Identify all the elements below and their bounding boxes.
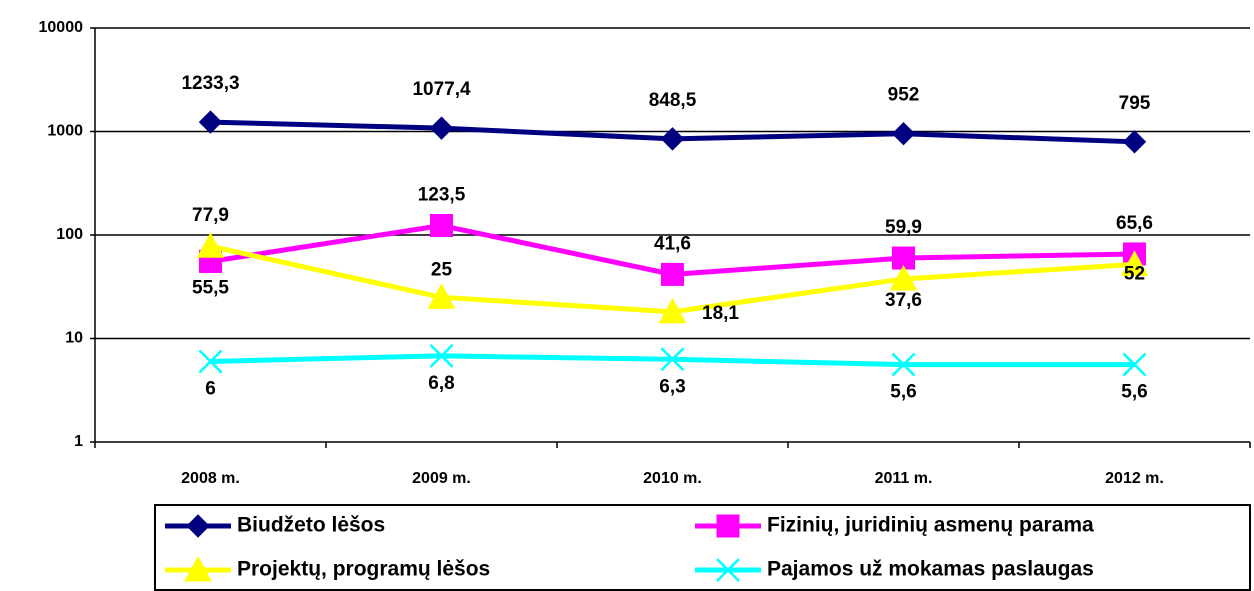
x-tick-label: 2010 m.	[643, 470, 702, 487]
data-label: 41,6	[654, 233, 691, 254]
marker	[1120, 250, 1149, 276]
marker	[661, 262, 684, 286]
marker	[196, 232, 225, 258]
marker	[198, 349, 223, 374]
legend-label: Projektų, programų lėšos	[237, 558, 490, 581]
marker	[660, 347, 685, 372]
data-label: 65,6	[1116, 213, 1153, 234]
data-label: 848,5	[649, 90, 697, 111]
marker	[891, 122, 916, 146]
marker	[891, 352, 916, 377]
marker	[658, 297, 687, 324]
data-label: 18,1	[702, 303, 739, 324]
marker	[660, 127, 685, 151]
data-label: 5,6	[1121, 382, 1147, 403]
data-label: 37,6	[885, 290, 922, 311]
y-tick-label: 100	[56, 226, 83, 243]
y-tick-label: 10000	[39, 19, 84, 36]
data-label: 59,9	[885, 217, 922, 238]
marker	[716, 514, 740, 538]
data-label: 25	[431, 259, 453, 280]
legend-label: Fizinių, juridinių asmenų parama	[767, 514, 1094, 537]
marker	[430, 214, 453, 238]
data-label: 52	[1124, 263, 1145, 284]
y-tick-label: 1	[74, 433, 83, 450]
x-tick-label: 2008 m.	[181, 470, 240, 487]
x-tick-label: 2009 m.	[412, 470, 471, 487]
data-label: 1233,3	[181, 73, 239, 94]
data-label: 55,5	[192, 277, 229, 298]
marker	[198, 110, 223, 134]
legend-box	[154, 504, 1251, 591]
x-tick-label: 2012 m.	[1105, 470, 1164, 487]
data-label: 795	[1119, 93, 1151, 114]
marker	[429, 116, 454, 140]
marker	[716, 558, 740, 582]
legend-label: Biudžeto lėšos	[237, 514, 385, 537]
marker	[186, 514, 210, 538]
marker	[1122, 130, 1147, 154]
data-label: 6	[205, 378, 216, 399]
marker	[184, 555, 212, 582]
data-label: 952	[888, 85, 920, 106]
marker	[889, 264, 918, 291]
data-label: 6,8	[428, 373, 454, 394]
marker	[429, 343, 454, 368]
legend-label: Pajamos už mokamas paslaugas	[767, 558, 1094, 581]
y-tick-label: 1000	[47, 123, 83, 140]
data-label: 77,9	[192, 205, 229, 226]
data-label: 123,5	[418, 185, 466, 206]
y-tick-label: 10	[65, 330, 83, 347]
data-label: 5,6	[890, 382, 916, 403]
x-tick-label: 2011 m.	[875, 470, 933, 487]
marker	[1122, 352, 1147, 377]
data-label: 6,3	[659, 376, 685, 397]
marker	[427, 283, 456, 309]
data-label: 1077,4	[412, 79, 471, 100]
